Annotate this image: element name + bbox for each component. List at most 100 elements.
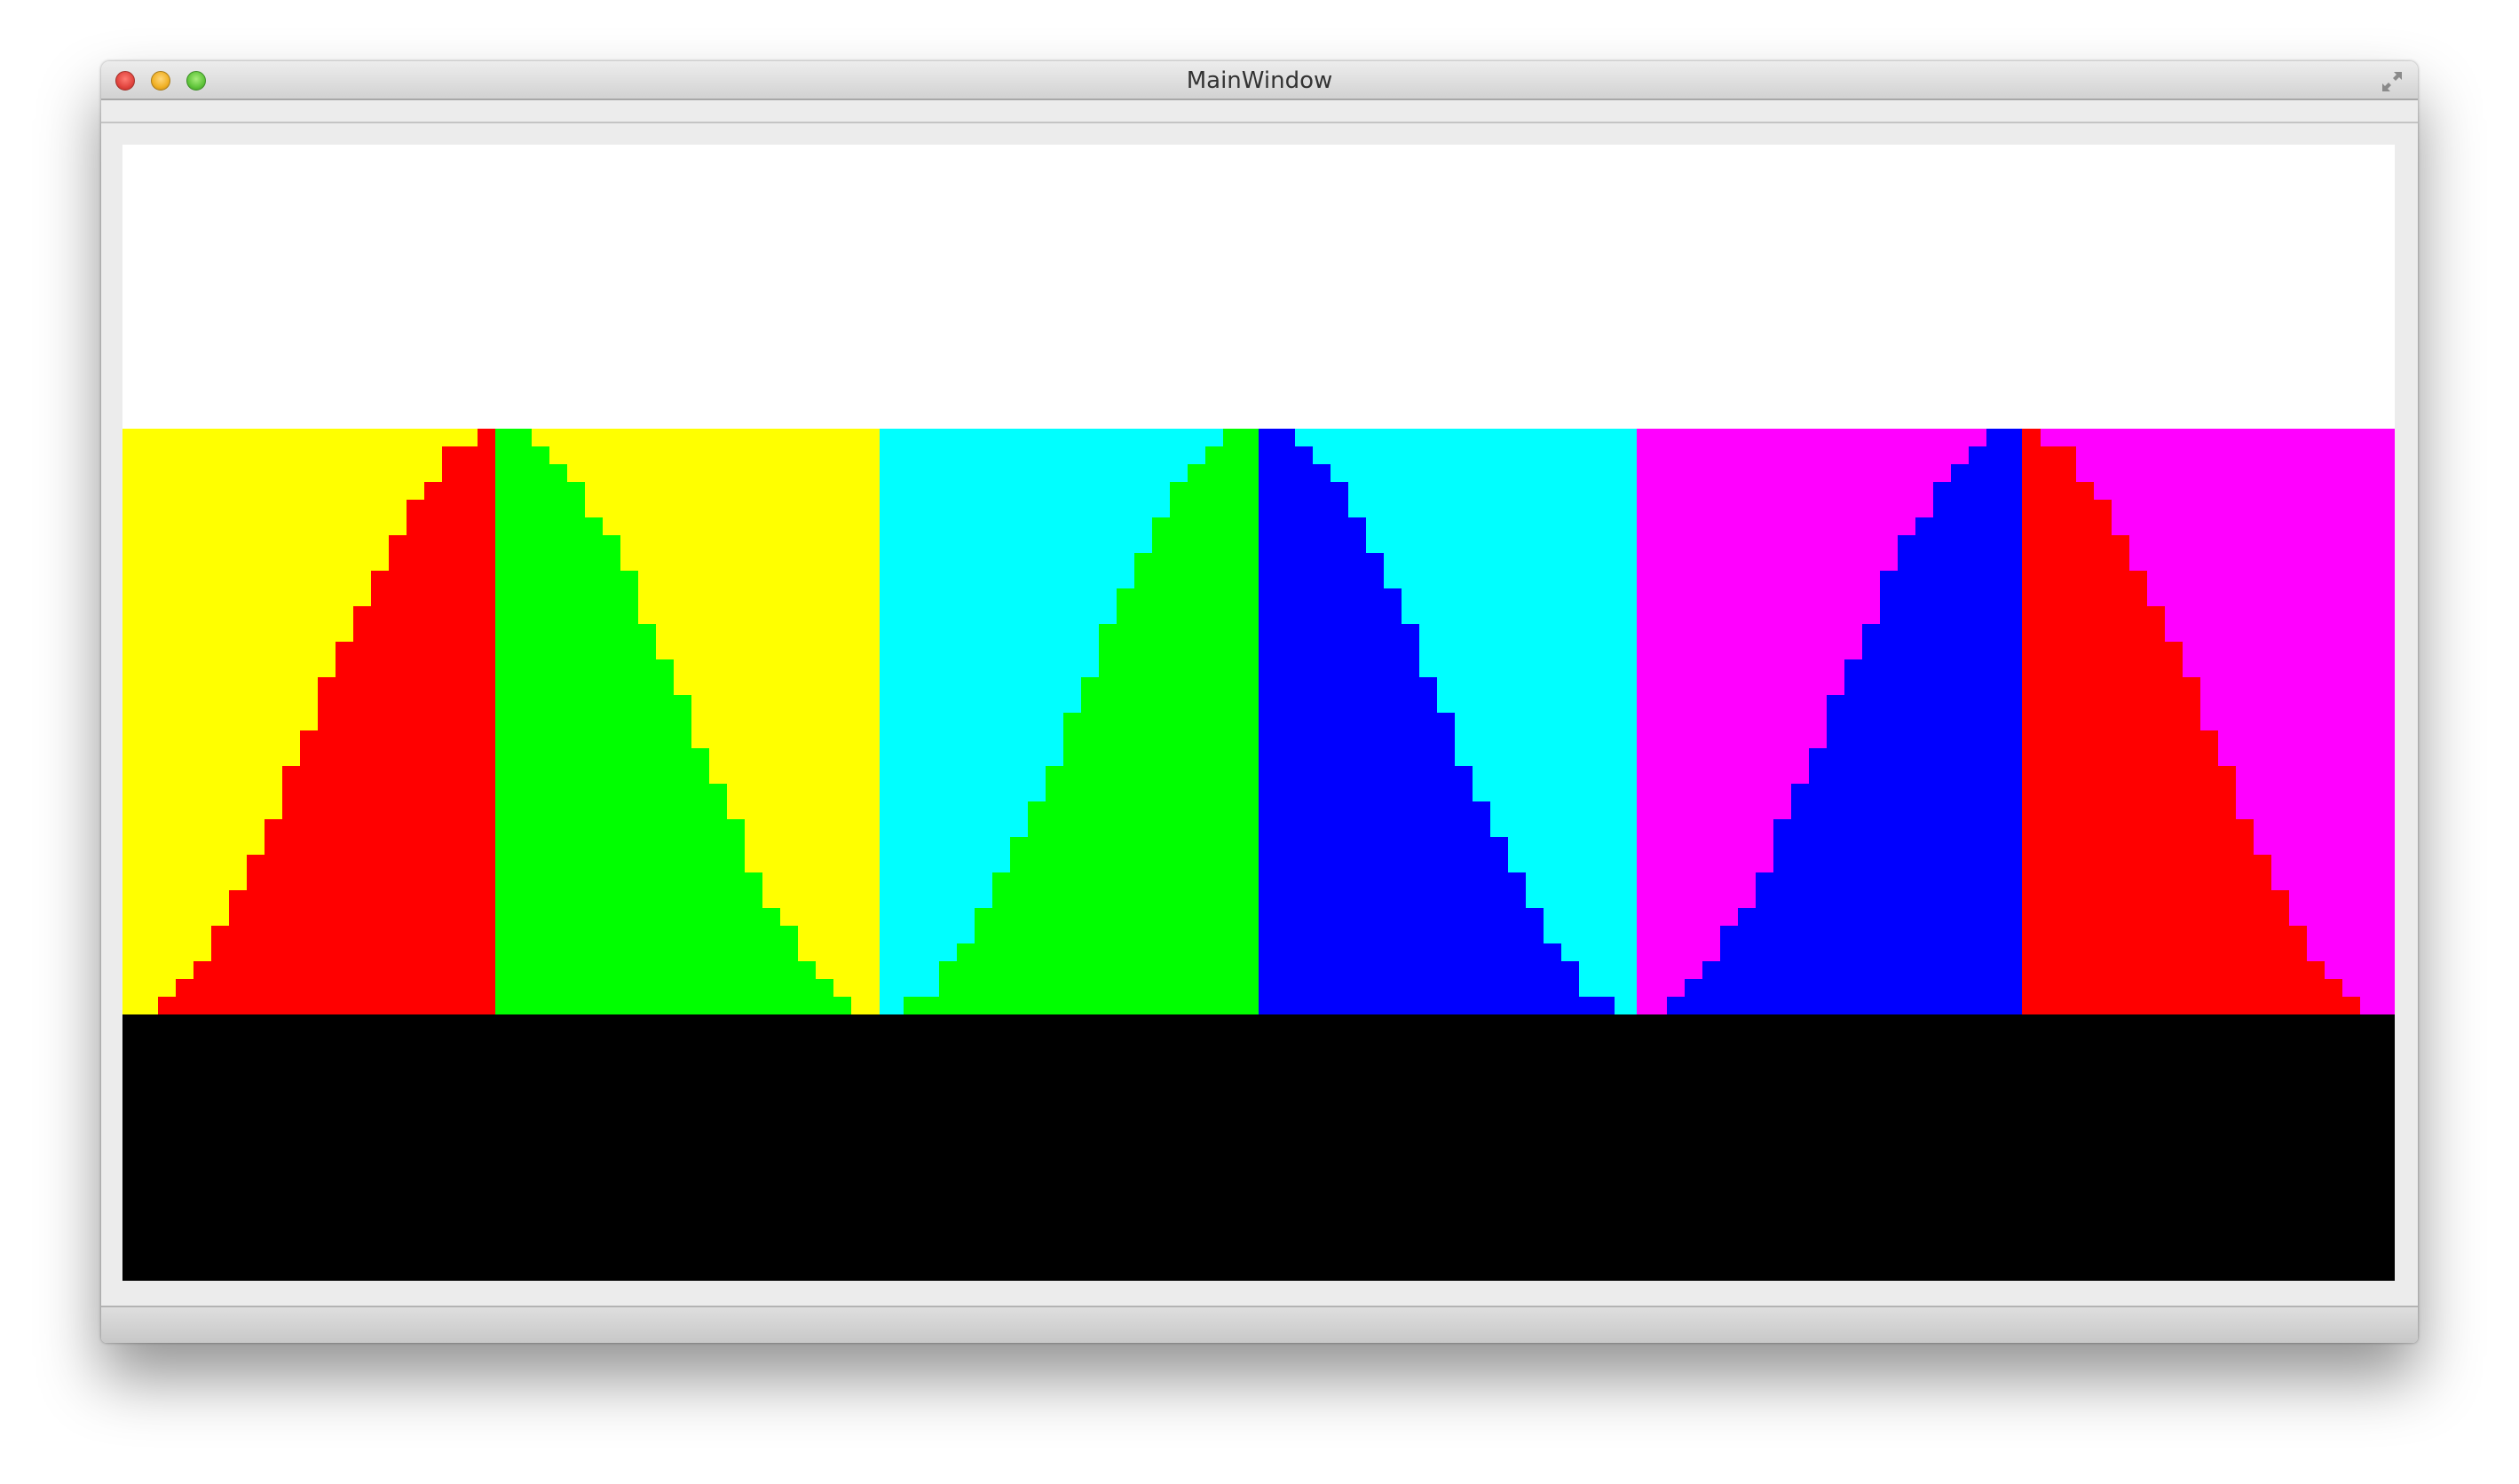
- spectrum-column: [691, 748, 709, 1014]
- spectrum-column: [1347, 517, 1366, 1014]
- spectrum-column: [1898, 535, 1916, 1014]
- spectrum-column: [992, 872, 1011, 1014]
- spectrum-column: [1667, 997, 1686, 1014]
- spectrum-column: [904, 997, 922, 1014]
- spectrum-column: [300, 730, 319, 1014]
- close-button-icon[interactable]: [115, 71, 135, 91]
- spectrum-column: [1969, 446, 1987, 1014]
- spectrum-column: [265, 819, 283, 1014]
- spectrum-column: [2111, 535, 2129, 1014]
- spectrum-column: [1099, 624, 1117, 1014]
- spectrum-column: [282, 766, 301, 1014]
- spectrum-column: [2146, 606, 2165, 1014]
- spectrum-column: [1844, 659, 1863, 1014]
- spectrum-column: [2270, 890, 2289, 1014]
- spectrum-column: [1720, 926, 1739, 1014]
- spectrum-column: [1046, 766, 1064, 1014]
- spectrum-column: [655, 659, 674, 1014]
- spectrum-column: [1276, 429, 1295, 1014]
- spectrum-column: [1117, 588, 1135, 1014]
- spectrum-column: [371, 571, 390, 1014]
- spectrum-column: [1188, 464, 1206, 1014]
- spectrum-column: [531, 446, 549, 1014]
- spectrum-column: [2075, 482, 2094, 1014]
- spectrum-column: [158, 997, 177, 1014]
- white-band: [122, 145, 2395, 429]
- spectrum-column: [1827, 695, 1845, 1014]
- spectrum-column: [2004, 429, 2023, 1014]
- spectrum-column: [1454, 766, 1473, 1014]
- spectrum-column: [1685, 979, 1703, 1014]
- spectrum-column: [1028, 801, 1046, 1014]
- spectrum-column: [1578, 997, 1597, 1014]
- spectrum-column: [424, 482, 443, 1014]
- spectrum-column: [673, 695, 691, 1014]
- spectrum-column: [318, 677, 336, 1014]
- spectrum-column: [2341, 997, 2360, 1014]
- black-band: [122, 1014, 2395, 1281]
- spectrum-column: [939, 961, 958, 1014]
- spectrum-column: [1010, 837, 1029, 1014]
- zoom-button-icon[interactable]: [186, 71, 206, 91]
- spectrum-column: [1401, 624, 1419, 1014]
- spectrum-column: [1365, 553, 1384, 1014]
- spectrum-column: [1418, 677, 1437, 1014]
- spectrum-column: [2217, 766, 2236, 1014]
- spectrum-column: [2022, 429, 2041, 1014]
- color-spectrum-canvas: [122, 145, 2395, 1281]
- spectrum-column: [1880, 571, 1899, 1014]
- spectrum-column: [1951, 464, 1970, 1014]
- spectrum-column: [797, 961, 816, 1014]
- spectrum-column: [1809, 748, 1828, 1014]
- spectrum-column: [2199, 730, 2218, 1014]
- spectrum-column: [1986, 429, 2005, 1014]
- spectrum-column: [975, 908, 993, 1014]
- spectrum-column: [1862, 624, 1881, 1014]
- spectrum-column: [1560, 961, 1579, 1014]
- spectrum-column: [1791, 784, 1810, 1014]
- spectrum-column: [229, 890, 248, 1014]
- main-window: MainWindow: [101, 61, 2418, 1343]
- spectrum-column: [1259, 429, 1277, 1014]
- spectrum-column: [478, 429, 496, 1014]
- spectrum-column: [1081, 677, 1100, 1014]
- spectrum-column: [2093, 500, 2112, 1014]
- spectrum-column: [815, 979, 833, 1014]
- fullscreen-arrows-icon[interactable]: [2379, 68, 2405, 95]
- status-bar: [101, 1306, 2418, 1343]
- spectrum-column: [602, 535, 620, 1014]
- spectrum-column: [584, 517, 603, 1014]
- spectrum-column: [1312, 464, 1331, 1014]
- spectrum-column: [2253, 855, 2271, 1014]
- spectrum-column: [1773, 819, 1792, 1014]
- spectrum-column: [620, 571, 638, 1014]
- spectrum-column: [1205, 446, 1224, 1014]
- spectrum-column: [1436, 713, 1455, 1014]
- spectrum-column: [211, 926, 230, 1014]
- spectrum-column: [744, 872, 762, 1014]
- spectrum-column: [1738, 908, 1757, 1014]
- spectrum-column: [495, 429, 514, 1014]
- spectrum-column: [1294, 446, 1313, 1014]
- spectrum-column: [726, 819, 745, 1014]
- spectrum-column: [1915, 517, 1934, 1014]
- spectrum-column: [921, 997, 940, 1014]
- spectrum-column: [407, 500, 425, 1014]
- spectrum-column: [2040, 446, 2058, 1014]
- spectrum-column: [1152, 517, 1171, 1014]
- spectrum-column: [566, 482, 585, 1014]
- spectrum-column: [2306, 961, 2325, 1014]
- spectrum-column: [1472, 801, 1490, 1014]
- color-spectrum-graphic: [122, 145, 2395, 1281]
- spectrum-column: [442, 446, 461, 1014]
- spectrum-column: [2324, 979, 2342, 1014]
- spectrum-column: [1756, 872, 1774, 1014]
- spectrum-column: [1489, 837, 1508, 1014]
- spectrum-column: [2164, 642, 2183, 1014]
- spectrum-column: [1134, 553, 1153, 1014]
- title-bar[interactable]: MainWindow: [101, 61, 2418, 100]
- spectrum-column: [1383, 588, 1402, 1014]
- spectrum-column: [2128, 571, 2147, 1014]
- spectrum-column: [637, 624, 656, 1014]
- minimize-button-icon[interactable]: [151, 71, 170, 91]
